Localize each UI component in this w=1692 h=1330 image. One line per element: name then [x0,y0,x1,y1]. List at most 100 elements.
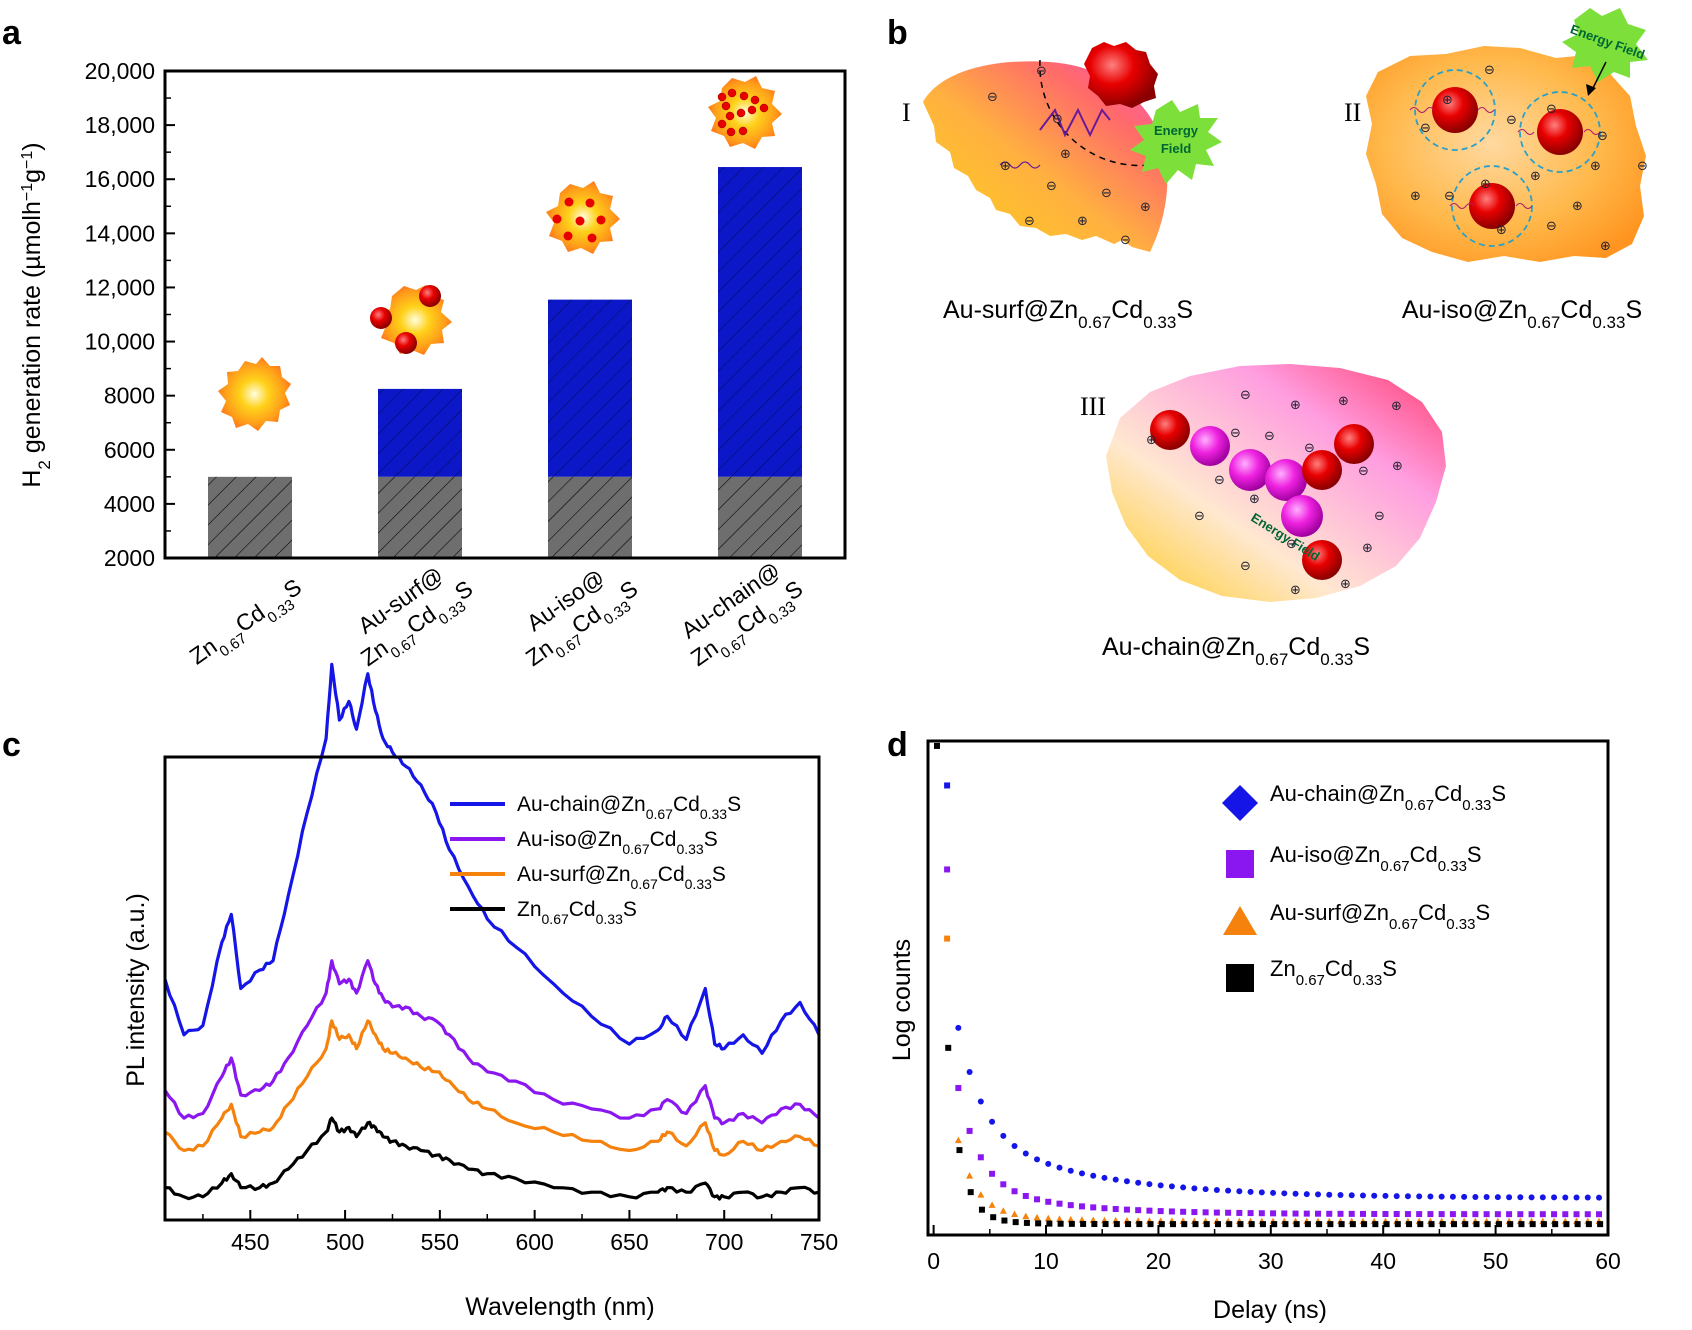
data-point [1338,1221,1345,1228]
data-point [1000,1181,1007,1188]
svg-text:⊕: ⊕ [1410,189,1421,204]
data-point [1326,1210,1333,1217]
arrow [1591,61,1607,91]
data-point [1438,1193,1445,1200]
x-axis-label: Wavelength (nm) [465,1293,654,1321]
data-point [1507,1221,1514,1228]
gold-nanoparticle [1084,42,1158,108]
data-point [1247,1210,1254,1217]
y-tick-label: 8000 [104,383,155,409]
data-point [1045,1198,1052,1205]
data-point [1484,1221,1491,1228]
category-label-4: Au-chain@ Zn0.67Cd0.33S [676,557,807,671]
data-point [1596,1211,1603,1218]
data-point [1552,1221,1559,1228]
semiconductor-particle [923,61,1168,252]
y-tick-label: 12,000 [85,274,155,300]
svg-text:⊖: ⊖ [1374,509,1385,524]
data-point [1584,1211,1591,1218]
data-point [1528,1211,1535,1218]
svg-text:⊖: ⊖ [1546,102,1557,117]
svg-text:⊖: ⊖ [987,90,998,105]
data-point [1596,1194,1603,1201]
data-point [966,1068,973,1075]
data-point [1574,1221,1581,1228]
svg-text:⊖: ⊖ [1230,426,1241,441]
data-point [1135,1179,1142,1186]
y-axis-ticks: 2000 4000 6000 8000 10,000 12,000 14,000 16,000… [85,58,175,571]
data-point [1011,1188,1018,1195]
data-point [1158,1221,1165,1228]
series-points [933,742,1604,1228]
data-point [1067,1215,1075,1223]
x-tick-label: 550 [421,1229,459,1255]
data-point [1462,1221,1469,1228]
data-point [1181,1221,1188,1228]
data-point [1282,1221,1289,1228]
x-tick-label: 0 [927,1248,940,1274]
data-point [1394,1221,1401,1228]
data-point [944,782,951,789]
roman-numeral-1: I [902,98,911,127]
data-point [1303,1191,1310,1198]
data-point [1067,1167,1074,1174]
data-point [966,1127,973,1134]
legend: Au-chain@Zn0.67Cd0.33S Au-iso@Zn0.67Cd0.3… [1222,781,1506,992]
particle-illustration-iso [546,181,620,254]
legend: Au-chain@Zn0.67Cd0.33S Au-iso@Zn0.67Cd0.3… [450,793,741,927]
data-point [1337,1210,1344,1217]
data-point [977,1098,984,1105]
data-point [1562,1194,1569,1201]
data-point [1044,1214,1052,1222]
energy-field-label: Field [1161,141,1191,156]
y-tick-label: 10,000 [85,329,155,355]
data-point [1517,1211,1524,1218]
data-point [1180,1184,1187,1191]
data-point [944,866,951,873]
x-tick-label: 50 [1483,1248,1509,1274]
svg-text:⊕: ⊕ [1290,398,1301,413]
data-point [1023,1219,1030,1226]
svg-text:⊖: ⊖ [1546,219,1557,234]
panel-label-b: b [887,14,908,52]
data-point [1112,1205,1119,1212]
x-axis-ticks: 450 500 550 600 650 700 750 [202,1210,838,1255]
caption-au-surf: Au-surf@Zn0.67Cd0.33S [943,296,1193,332]
data-point [1271,1221,1278,1228]
data-point [1011,1143,1018,1150]
data-point [1247,1188,1254,1195]
bar-base-hatch [548,476,632,558]
data-point [989,1118,996,1125]
data-point [1281,1190,1288,1197]
svg-text:⊖: ⊖ [1194,509,1205,524]
data-point [1337,1192,1344,1199]
data-point [1518,1221,1525,1228]
svg-text:⊕: ⊕ [1290,583,1301,598]
data-point [1292,1190,1299,1197]
data-point [1214,1221,1221,1228]
svg-text:⊕: ⊕ [1140,200,1151,215]
svg-text:⊕: ⊕ [1338,394,1349,409]
data-point [1045,1160,1052,1167]
particle-illustration-bare [218,357,291,431]
data-point [1258,1210,1265,1217]
legend-marker-square [1226,964,1254,992]
data-point [1191,1209,1198,1216]
data-point [1584,1194,1591,1201]
svg-text:⊖: ⊖ [1304,441,1315,456]
x-axis-label: Delay (ns) [1213,1296,1327,1324]
plot-frame [163,755,821,1222]
roman-numeral-3: III [1080,392,1106,421]
legend-entry: Au-chain@Zn0.67Cd0.33S [517,793,741,822]
data-point [1213,1186,1220,1193]
plot-frame [926,739,1610,1237]
svg-text:⊖: ⊖ [1506,113,1517,128]
y-tick-label: 2000 [104,545,155,571]
data-point [1125,1221,1132,1228]
data-point [1349,1221,1356,1228]
data-point [1270,1189,1277,1196]
bar-enhanced-hatch [548,299,632,477]
data-point [1292,1210,1299,1217]
x-tick-label: 450 [231,1229,269,1255]
panel-c-line-chart: 450 500 550 600 650 700 750 Wavelength (nm) PL… [122,662,838,1321]
